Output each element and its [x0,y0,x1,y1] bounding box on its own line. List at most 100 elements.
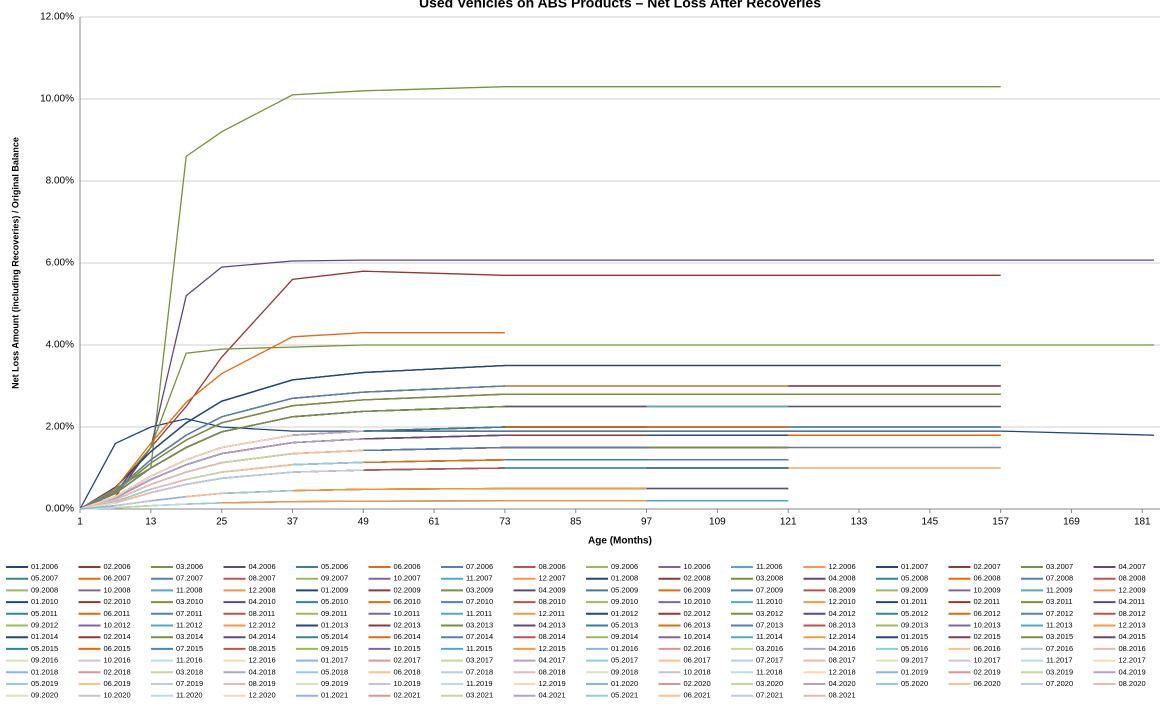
legend-label: 01.2021 [321,691,348,700]
legend-label: 10.2020 [104,691,131,700]
legend-label: 12.2014 [829,632,856,641]
legend-label: 06.2009 [684,585,711,594]
legend-label: 09.2017 [901,656,928,665]
legend-label: 01.2016 [611,644,638,653]
series-line [79,434,647,510]
x-tick-label: 157 [992,517,1009,528]
legend-label: 07.2015 [176,644,203,653]
legend-label: 08.2008 [1119,574,1146,583]
legend-label: 08.2013 [829,620,856,629]
x-tick-label: 133 [851,517,868,528]
legend-label: 07.2008 [1046,574,1073,583]
series-line [79,434,293,510]
legend-label: 03.2014 [176,632,203,641]
series-line [79,430,364,510]
legend-label: 07.2020 [1046,679,1073,688]
legend-label: 02.2013 [394,620,421,629]
legend-label: 11.2013 [1046,620,1073,629]
legend-label: 07.2007 [176,574,203,583]
legend-label: 06.2008 [974,574,1001,583]
legend-label: 09.2011 [321,609,348,618]
legend-label: 04.2013 [539,620,566,629]
legend-label: 05.2019 [31,679,58,688]
legend-label: 01.2011 [901,597,928,606]
series-line [79,434,647,510]
series-line [79,259,1155,510]
legend-label: 06.2013 [684,620,711,629]
legend-label: 09.2006 [611,562,638,571]
legend-label: 02.2014 [104,632,131,641]
legend-label: 04.2020 [829,679,856,688]
legend-label: 10.2011 [394,609,421,618]
legend-label: 11.2014 [756,632,783,641]
y-tick-label: 0.00% [46,504,74,515]
legend-label: 12.2007 [539,574,566,583]
legend-label: 06.2011 [104,609,131,618]
legend-label: 06.2020 [974,679,1001,688]
legend-label: 01.2014 [31,632,58,641]
legend-label: 04.2021 [539,691,566,700]
legend-label: 02.2020 [684,679,711,688]
x-tick-label: 109 [709,517,726,528]
legend-label: 11.2011 [466,609,492,618]
legend-label: 12.2006 [829,562,856,571]
legend-label: 09.2010 [611,597,638,606]
legend-label: 03.2020 [756,679,783,688]
legend-label: 06.2012 [974,609,1001,618]
legend-label: 12.2008 [249,585,276,594]
legend-label: 05.2008 [901,574,928,583]
series-line [79,344,1155,510]
series-line [79,487,789,510]
legend-label: 11.2020 [176,691,203,700]
series-line [79,487,789,510]
series-line [79,430,364,510]
x-tick-label: 13 [145,517,157,528]
legend-label: 11.2007 [466,574,493,583]
series-line [79,487,789,510]
series-line [79,86,1001,510]
legend-label: 09.2013 [901,620,928,629]
legend-label: 08.2011 [249,609,276,618]
legend-label: 09.2012 [31,620,58,629]
legend-label: 01.2009 [321,585,348,594]
legend-label: 10.2008 [104,585,131,594]
legend-label: 05.2013 [611,620,638,629]
legend-label: 01.2010 [31,597,58,606]
legend-label: 12.2011 [539,609,566,618]
legend-label: 05.2015 [31,644,58,653]
legend-label: 07.2021 [756,691,783,700]
legend-label: 02.2008 [684,574,711,583]
legend-label: 07.2006 [466,562,493,571]
legend-label: 01.2015 [901,632,928,641]
series-line [79,332,505,510]
series-line [79,434,1001,510]
legend-label: 09.2020 [31,691,58,700]
y-axis-title: Net Loss Amount (including Recoveries) /… [10,137,20,389]
legend-label: 08.2010 [539,597,566,606]
legend-label: 03.2009 [466,585,493,594]
series-line [79,418,1155,510]
legend-label: 01.2019 [901,667,928,676]
legend-label: 08.2020 [1119,679,1146,688]
legend-label: 09.2015 [321,644,348,653]
legend-label: 05.2014 [321,632,348,641]
legend-label: 06.2018 [394,667,421,676]
legend-label: 05.2020 [901,679,928,688]
legend-label: 04.2018 [249,667,276,676]
x-tick-label: 97 [641,517,653,528]
legend-label: 11.2006 [756,562,783,571]
legend-label: 06.2014 [394,632,421,641]
legend-label: 05.2007 [31,574,58,583]
legend-label: 01.2013 [321,620,348,629]
legend-label: 02.2011 [974,597,1001,606]
series-line [79,393,1001,510]
legend-label: 03.2007 [1046,562,1073,571]
series-line [79,430,364,510]
legend-label: 10.2010 [684,597,711,606]
legend-label: 11.2016 [176,656,203,665]
x-tick-label: 25 [216,517,228,528]
legend-label: 07.2009 [756,585,783,594]
legend-label: 06.2010 [394,597,421,606]
series-line [79,405,505,510]
legend-label: 06.2006 [394,562,421,571]
